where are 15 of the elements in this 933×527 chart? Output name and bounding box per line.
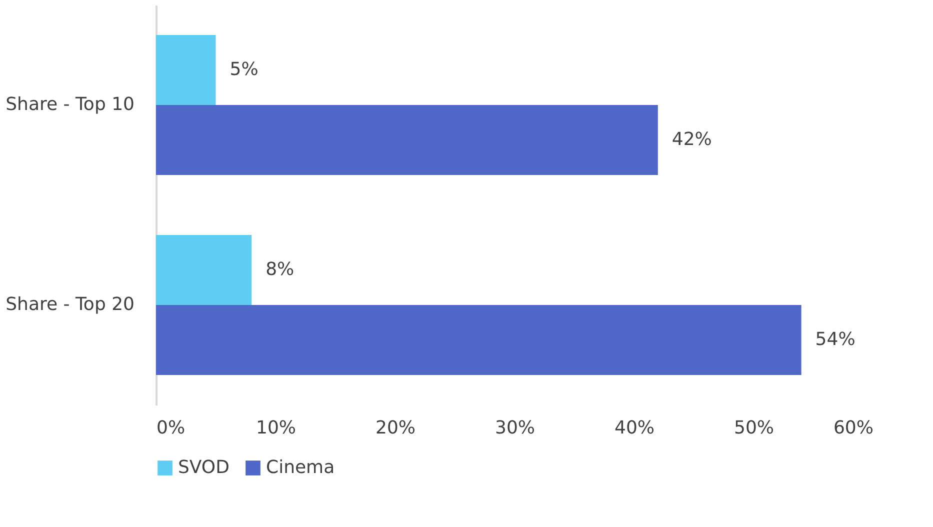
- x-tick-label: 0%: [156, 418, 186, 438]
- y-tick-label: Share - Top 20: [6, 294, 134, 315]
- legend-label: Cinema: [266, 457, 335, 478]
- x-tick-label: 10%: [256, 418, 296, 438]
- x-tick-label: 60%: [833, 418, 874, 438]
- y-tick-label: Share - Top 10: [6, 94, 134, 115]
- legend-label: SVOD: [178, 457, 230, 478]
- x-tick-label: 30%: [494, 418, 536, 438]
- text: 54%: [815, 329, 856, 350]
- text: 8%: [266, 259, 294, 280]
- x-tick-label: 20%: [375, 418, 416, 438]
- text: 42%: [672, 129, 712, 150]
- x-tick-label: 40%: [614, 418, 655, 438]
- x-tick-label: 50%: [734, 418, 774, 438]
- text: 5%: [230, 59, 258, 80]
